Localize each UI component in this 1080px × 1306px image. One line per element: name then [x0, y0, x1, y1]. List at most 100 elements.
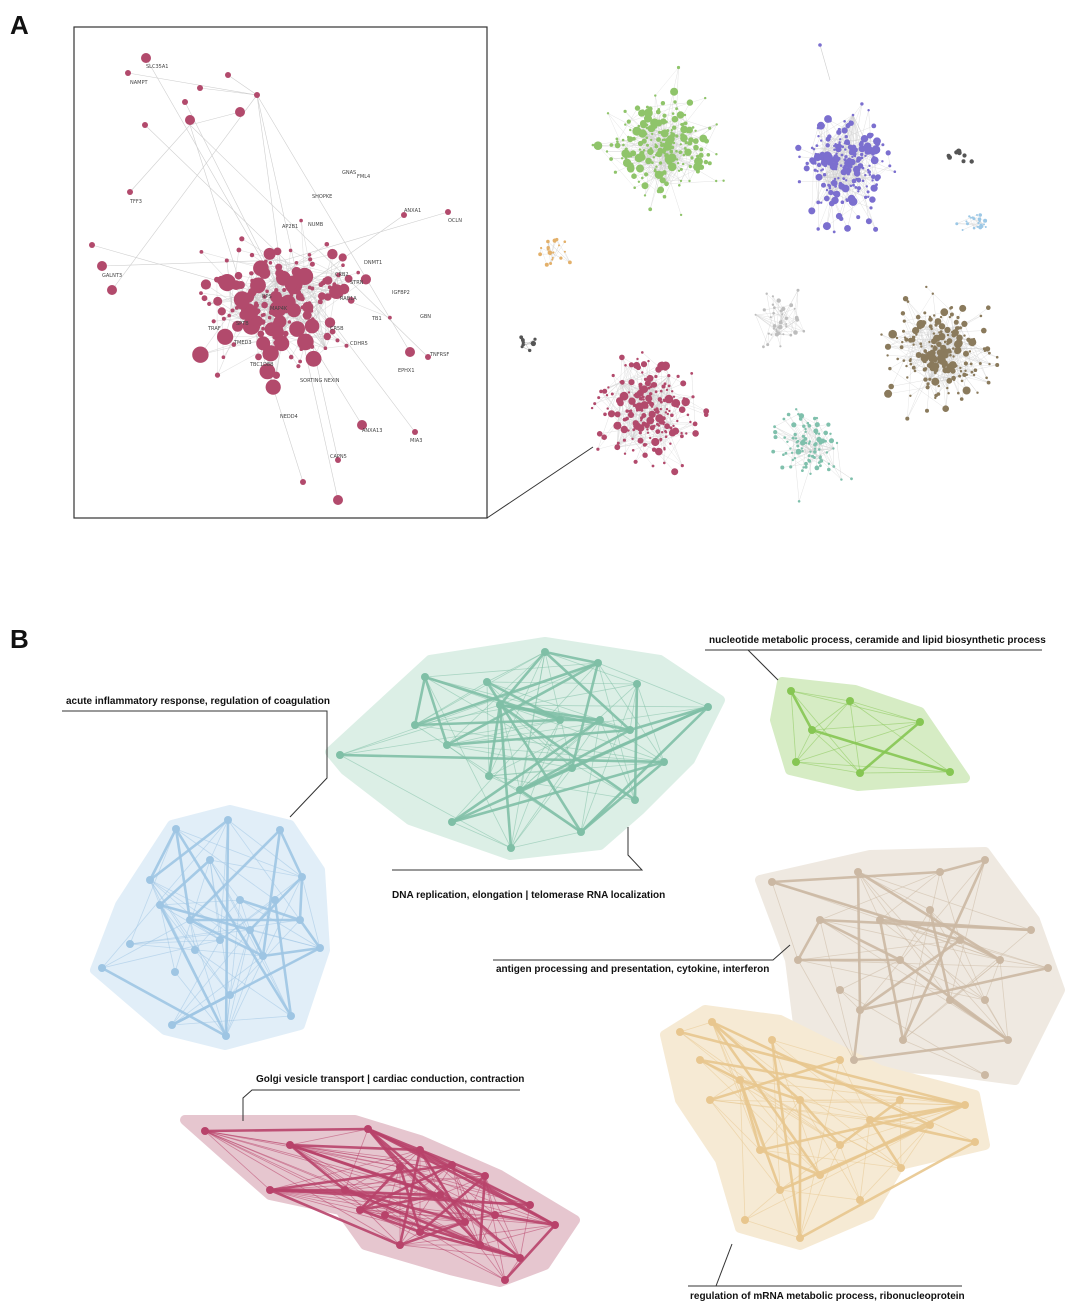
network-edge [816, 424, 829, 434]
network-node [847, 144, 854, 150]
inflammatory-module-edge [174, 828, 293, 1017]
network-node [627, 136, 634, 143]
network-edge [814, 451, 820, 463]
golgi-module-edge [289, 1128, 369, 1146]
network-node [846, 141, 851, 145]
network-node [715, 123, 718, 126]
network-node [946, 386, 949, 390]
network-node [551, 258, 554, 261]
network-node [670, 413, 674, 418]
network-node [972, 337, 976, 341]
dna-replication-module-edge [424, 676, 512, 849]
network-node [850, 477, 853, 481]
gene-label: IGFBP2 [392, 290, 410, 296]
network-node [635, 402, 644, 412]
golgi-module-edge [484, 1175, 496, 1216]
network-node [940, 308, 949, 317]
network-node [959, 304, 967, 312]
network-node [920, 345, 923, 348]
mrna-module-edge [709, 1099, 761, 1151]
network-node [816, 126, 820, 130]
network-node [679, 167, 683, 171]
mrna-module-node [776, 1186, 784, 1194]
network-node [275, 263, 283, 271]
network-node [785, 323, 788, 325]
network-node [665, 120, 668, 124]
network-node [605, 394, 609, 397]
network-node [785, 325, 788, 328]
network-edge [145, 57, 286, 301]
network-node [593, 402, 597, 406]
network-node [627, 391, 631, 394]
network-node [778, 332, 781, 335]
network-node [329, 287, 339, 296]
network-node [703, 159, 709, 165]
dna-replication-module-edge [451, 718, 601, 824]
mrna-module-edge [711, 1021, 801, 1101]
network-node [949, 306, 952, 310]
network-edge [811, 128, 819, 148]
network-node [845, 179, 848, 182]
network-node [802, 466, 805, 469]
network-node [182, 99, 188, 105]
network-node [920, 354, 929, 363]
network-node [626, 152, 632, 158]
network-node [666, 396, 673, 403]
dna-replication-module-node [631, 796, 639, 804]
network-node [680, 125, 688, 134]
network-node [631, 173, 637, 179]
network-node [828, 200, 835, 207]
network-node [826, 422, 831, 427]
mrna-module-node [836, 1056, 844, 1064]
network-node [707, 161, 712, 166]
network-node [675, 107, 678, 111]
network-node [640, 419, 643, 422]
network-node [971, 216, 974, 219]
inflammatory-module-edge [149, 879, 231, 996]
network-node [251, 315, 263, 327]
inflammatory-module-edge [219, 899, 276, 941]
antigen-module-edge [797, 959, 855, 1061]
mrna-module-node [768, 1036, 776, 1044]
network-node [772, 327, 776, 330]
network-node [817, 432, 821, 435]
network-node [791, 458, 794, 462]
network-edge [227, 74, 258, 96]
network-node [854, 186, 858, 189]
network-node [249, 252, 255, 258]
golgi-module-edge [399, 1166, 531, 1206]
antigen-module-node [1027, 926, 1035, 934]
network-edge [929, 328, 932, 342]
network-node [783, 436, 786, 439]
antigen-module-node [794, 956, 802, 964]
network-node [983, 349, 987, 353]
mrna-module-edge [779, 1123, 931, 1192]
golgi-module-edge [451, 1164, 506, 1281]
network-node [807, 442, 811, 445]
network-node [806, 421, 810, 425]
network-node [988, 351, 991, 355]
network-node [655, 414, 664, 423]
mrna-module-edge [744, 1124, 931, 1221]
antigen-module-edge [771, 870, 941, 884]
network-edge [868, 110, 874, 177]
mrna-module-node [736, 1076, 744, 1084]
antigen-module-edge [859, 938, 961, 1012]
network-node [645, 132, 648, 136]
golgi-module-node [551, 1221, 559, 1229]
network-edge [764, 304, 792, 311]
network-node [684, 140, 688, 145]
network-node [654, 94, 657, 97]
network-node [813, 168, 817, 172]
inflammatory-module-node [276, 826, 284, 834]
network-node [691, 126, 695, 129]
network-edge [101, 259, 286, 267]
antigen-module-edge [902, 1039, 986, 1076]
golgi-module-edge [419, 1204, 531, 1233]
antigen-module-node [1044, 964, 1052, 972]
network-node [217, 328, 234, 345]
network-node [683, 113, 687, 117]
network-node [928, 317, 933, 322]
antigen-module-edge [879, 871, 941, 921]
leader-inflammatory [62, 710, 328, 818]
